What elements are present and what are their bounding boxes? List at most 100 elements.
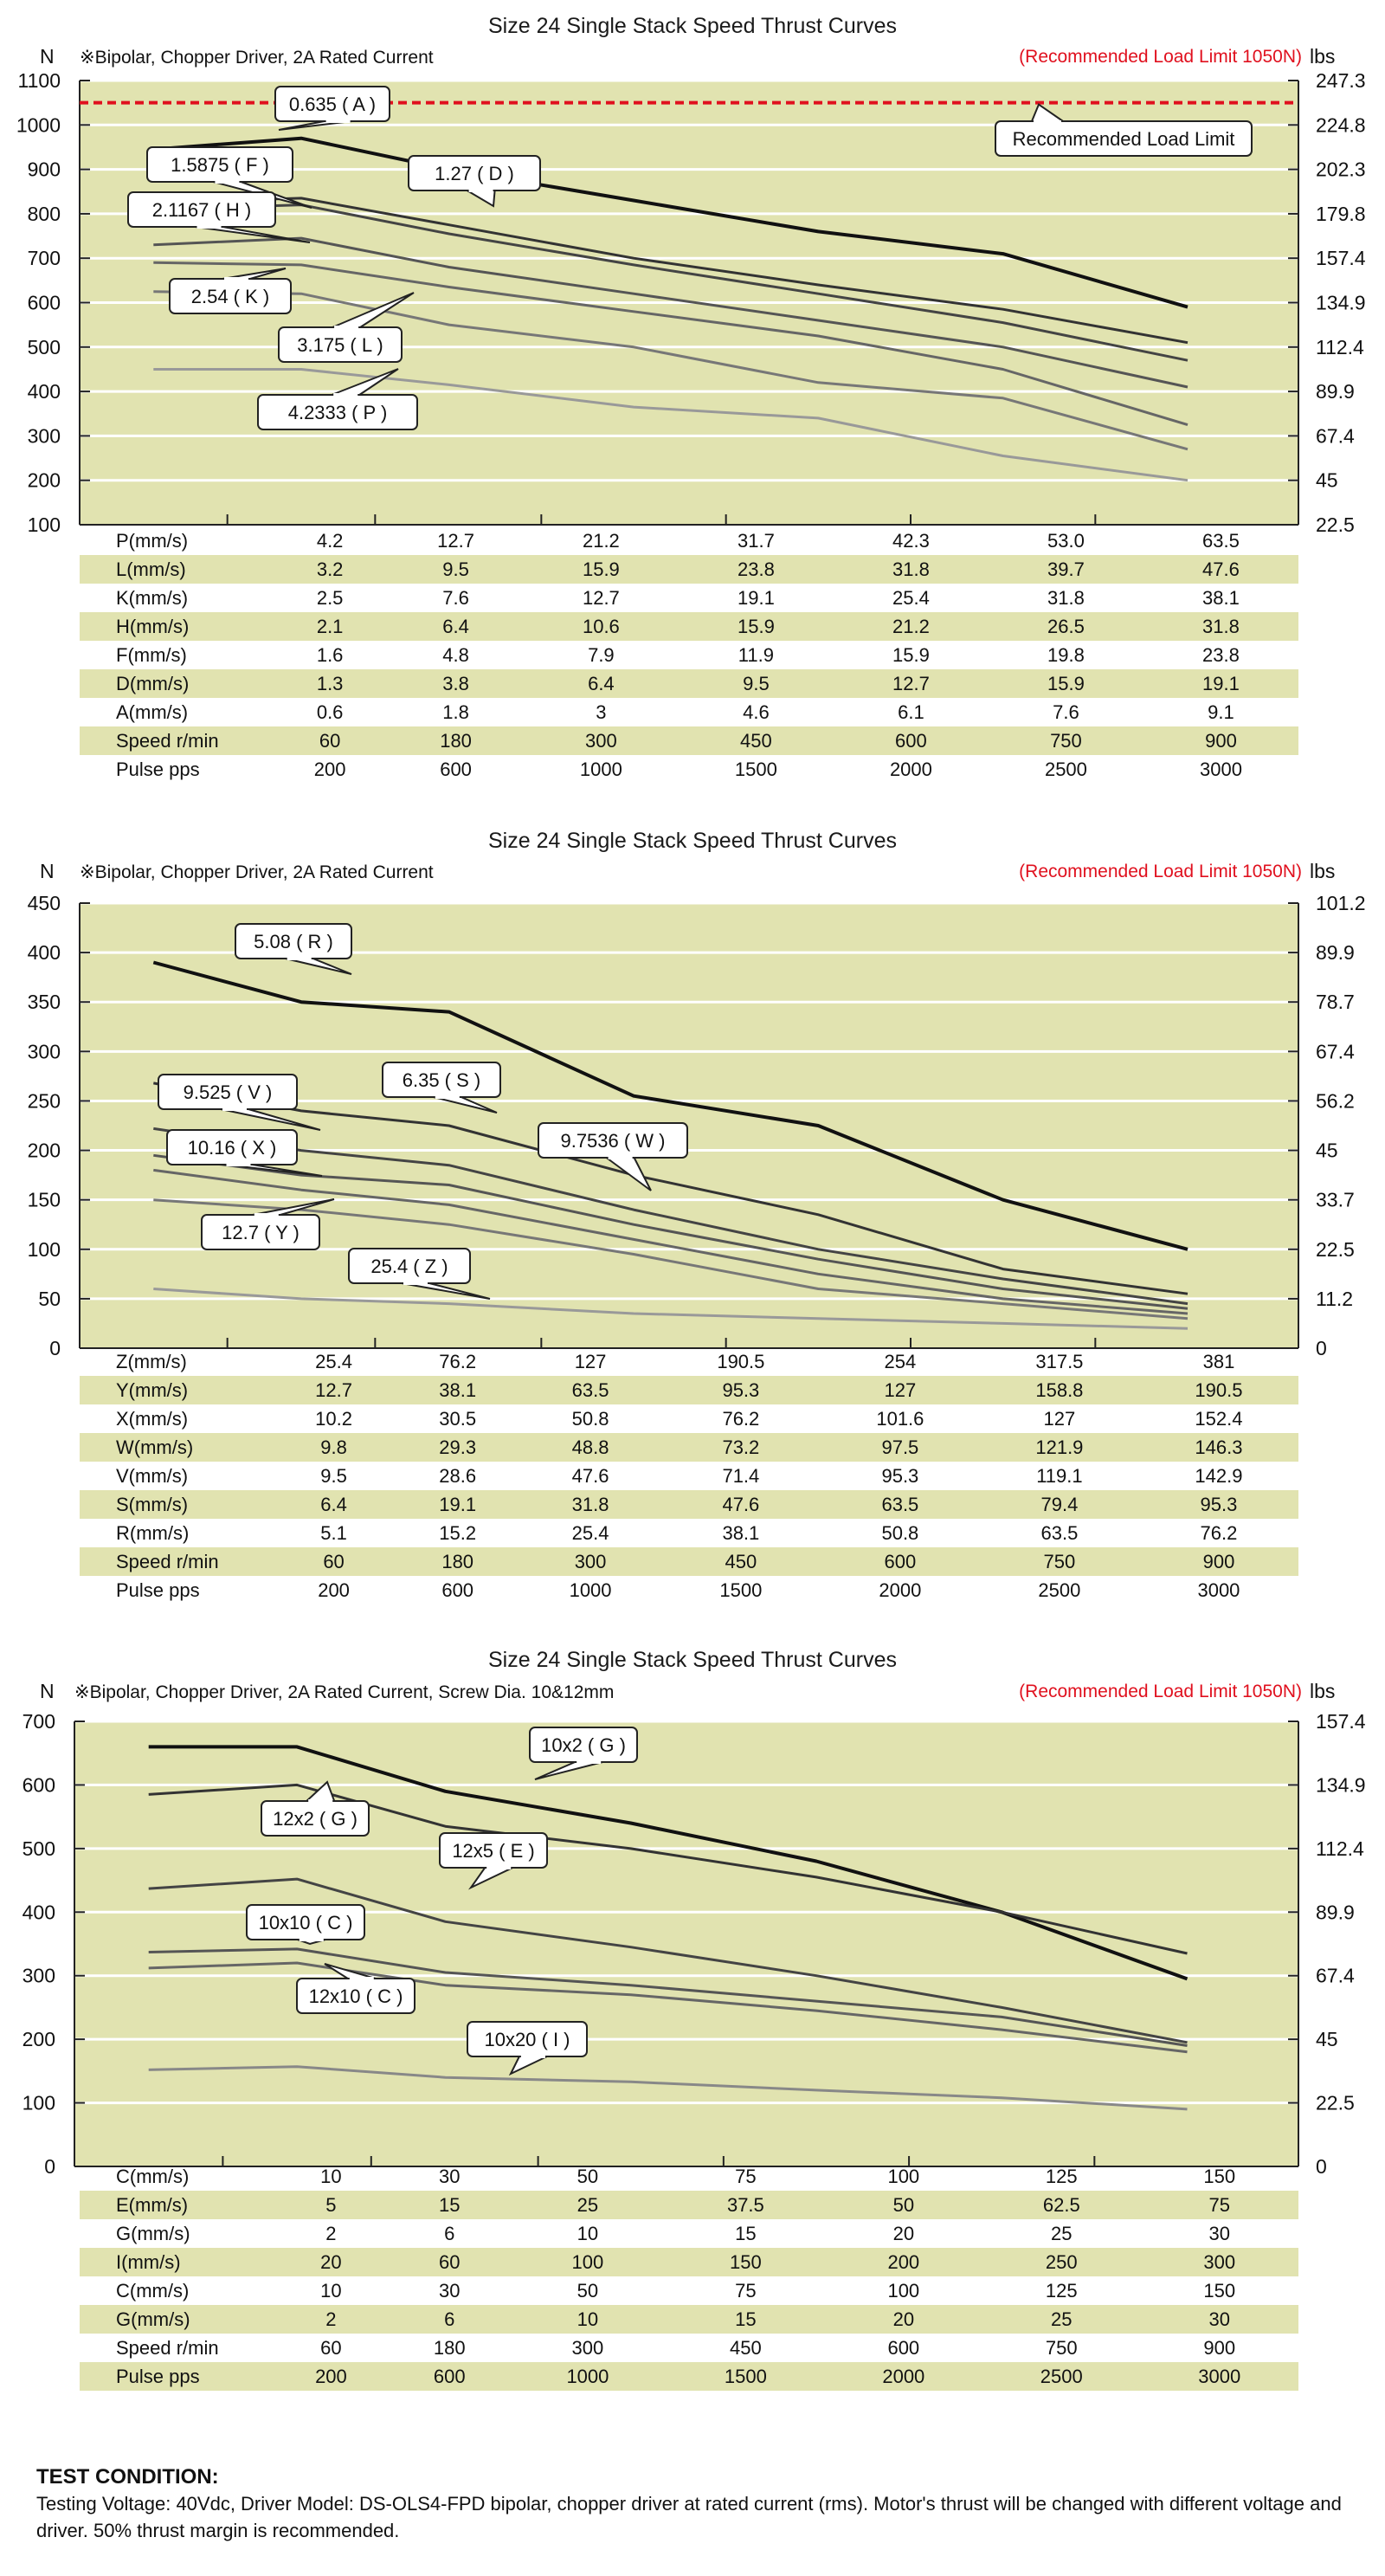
table-cell: 9.8 xyxy=(272,1433,396,1462)
table-cell: 25.4 xyxy=(571,1521,609,1544)
y-tick-label: 500 xyxy=(23,1837,55,1860)
table-cell: 79.4 xyxy=(979,1490,1139,1519)
chart-title: Size 24 Single Stack Speed Thrust Curves xyxy=(487,829,897,853)
table-cell: 2 xyxy=(325,2222,337,2244)
y2-tick-label: 134.9 xyxy=(1316,1773,1366,1796)
table-cell: 150 xyxy=(1203,2165,1236,2187)
table-cell: 9.5 xyxy=(388,555,524,584)
table-cell: 450 xyxy=(678,726,834,755)
table-cell: 19.1 xyxy=(737,586,775,609)
chart-plot: 0 0 50 11.2 100 22.5 150 33.7 200 45 250 56.2 300 67.… xyxy=(28,892,1366,1359)
table-cell: 1500 xyxy=(734,758,777,780)
series-callout-pointer xyxy=(433,1096,498,1114)
y2-tick-label: 112.4 xyxy=(1316,1837,1364,1860)
limit-callout-label: Recommended Load Limit xyxy=(1013,128,1235,150)
table-cell: 600 xyxy=(887,2336,920,2359)
y-tick-label: 450 xyxy=(28,892,61,914)
table-cell: 127 xyxy=(574,1350,607,1372)
table-cell: 750 xyxy=(979,1547,1139,1576)
chart-plot: 0 0 100 22.5 200 45 300 67.4 400 89.9 500 112.4 600 1… xyxy=(23,1710,1366,2178)
table-cell: 2.5 xyxy=(316,586,344,609)
y2-tick-label: 157.4 xyxy=(1316,1710,1366,1733)
y-tick-label: 600 xyxy=(28,292,61,314)
series-line xyxy=(153,368,1189,482)
y2-tick-label: 45 xyxy=(1316,2028,1338,2050)
y-tick-label: 300 xyxy=(23,1965,55,1987)
table-cell: 381 xyxy=(1202,1350,1235,1372)
table-cell: 300 xyxy=(571,2336,604,2359)
series-line xyxy=(153,1288,1189,1330)
row-label: Z(mm/s) xyxy=(116,1350,187,1372)
table-cell: 76.2 xyxy=(722,1407,760,1430)
table-cell: 28.6 xyxy=(439,1464,477,1487)
table-cell: 1.6 xyxy=(316,643,344,666)
series-callout-pointer xyxy=(195,226,311,243)
row-label: Speed r/min xyxy=(80,726,272,755)
y-tick-label: 700 xyxy=(28,247,61,269)
y-tick-label: 600 xyxy=(23,1773,55,1796)
series-callout-gap xyxy=(349,1977,374,1980)
load-limit-note: (Recommended Load Limit 1050N) xyxy=(1019,47,1302,67)
table-cell: 3 xyxy=(596,700,607,723)
table-cell: 73.2 xyxy=(660,1433,821,1462)
table-cell: 21.2 xyxy=(582,529,620,552)
y2-tick-label: 0 xyxy=(1316,1337,1327,1359)
table-cell: 100 xyxy=(887,2165,920,2187)
table-cell: 50.8 xyxy=(881,1521,919,1544)
table-cell: 19.8 xyxy=(1047,643,1085,666)
table-cell: 100 xyxy=(887,2279,920,2302)
table-cell: 60 xyxy=(272,726,389,755)
table-row: L(mm/s) 3.2 9.5 15.9 23.8 31.8 39.7 47.6 xyxy=(80,555,1298,584)
series-label: 1.27 ( D ) xyxy=(435,163,514,184)
table-cell: 2 xyxy=(272,2305,390,2334)
table-cell: 300 xyxy=(1140,2248,1298,2276)
chart-title: Size 24 Single Stack Speed Thrust Curves xyxy=(487,14,897,38)
table-cell: 10.2 xyxy=(315,1407,352,1430)
y-tick-label: 100 xyxy=(28,1238,61,1261)
table-cell: 180 xyxy=(433,2336,466,2359)
series-callout-gap xyxy=(608,1156,633,1159)
table-cell: 2500 xyxy=(982,2362,1141,2391)
table-cell: 63.5 xyxy=(1202,529,1240,552)
row-label: A(mm/s) xyxy=(116,700,189,723)
table-cell: 19.1 xyxy=(1143,669,1298,698)
y2-tick-label: 67.4 xyxy=(1316,1965,1355,1987)
series-callout-gap xyxy=(486,1866,512,1869)
table-cell: 15.9 xyxy=(523,555,679,584)
series-callout-gap xyxy=(222,1107,247,1111)
table-cell: 30.5 xyxy=(439,1407,477,1430)
left-unit-label: N xyxy=(40,1680,55,1702)
table-cell: 23.8 xyxy=(678,555,834,584)
y-tick-label: 1100 xyxy=(18,69,61,92)
table-cell: 2000 xyxy=(824,2362,983,2391)
series-callout-gap xyxy=(196,225,222,229)
table-cell: 30 xyxy=(1140,2305,1298,2334)
series-callout-pointer xyxy=(467,190,496,208)
table-cell: 6 xyxy=(390,2305,509,2334)
table-cell: 15 xyxy=(390,2191,509,2219)
table-cell: 100 xyxy=(508,2248,667,2276)
table-cell: 75 xyxy=(735,2279,757,2302)
series-label: 12.7 ( Y ) xyxy=(222,1222,300,1243)
series-label: 0.635 ( A ) xyxy=(289,94,376,115)
table-cell: 900 xyxy=(1203,2336,1236,2359)
y2-tick-label: 112.4 xyxy=(1316,336,1364,358)
table-cell: 71.4 xyxy=(722,1464,760,1487)
y2-tick-label: 78.7 xyxy=(1316,991,1355,1013)
table-cell: 5 xyxy=(272,2191,390,2219)
row-label: L(mm/s) xyxy=(80,555,272,584)
right-unit-label: lbs xyxy=(1310,45,1336,68)
table-cell: 4.8 xyxy=(442,643,469,666)
table-cell: 50.8 xyxy=(571,1407,609,1430)
test-condition: TEST CONDITION: Testing Voltage: 40Vdc, … xyxy=(36,2463,1352,2544)
series-callout-gap xyxy=(325,119,351,123)
row-label: W(mm/s) xyxy=(80,1433,272,1462)
row-label: E(mm/s) xyxy=(80,2191,272,2219)
series-callout-gap xyxy=(308,1799,333,1803)
table-cell: 2500 xyxy=(1044,758,1087,780)
y2-tick-label: 157.4 xyxy=(1316,247,1366,269)
speed-table: Z(mm/s) 25.4 76.2 127 190.5 254 317.5 381 Y(mm/s… xyxy=(80,1347,1298,1604)
table-cell: 2.1 xyxy=(272,612,389,641)
y-tick-label: 300 xyxy=(28,424,61,447)
row-label: C(mm/s) xyxy=(116,2279,190,2302)
